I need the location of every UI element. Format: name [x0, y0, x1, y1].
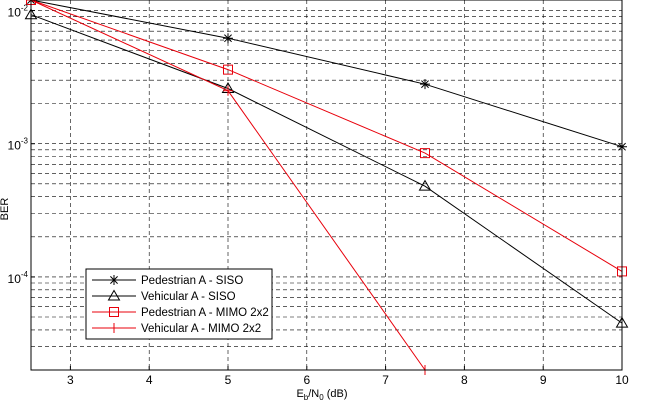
y-axis-label: BER: [0, 198, 11, 221]
square-marker: [109, 307, 119, 317]
x-tick-label: 3: [67, 373, 74, 387]
plot-frame: [30, 0, 623, 371]
x-axis-label: Eb/N0 (dB): [296, 388, 347, 402]
star-marker: [420, 79, 430, 90]
y-tick-label: 10-3: [8, 137, 29, 153]
star-marker: [223, 33, 233, 44]
x-tick-label: 5: [225, 373, 232, 387]
triangle-marker: [107, 289, 121, 301]
plus-marker: [223, 85, 233, 96]
x-tick-label: 10: [615, 373, 629, 387]
series-line: [30, 14, 623, 324]
star-marker: [109, 275, 119, 285]
legend-entry: Vehicular A - MIMO 2x2: [92, 323, 261, 335]
x-tick-label: 7: [382, 373, 389, 387]
square-marker: [223, 64, 233, 75]
x-tick-label: 4: [146, 373, 153, 387]
legend-entry: Pedestrian A - SISO: [92, 275, 243, 287]
series-line: [30, 0, 623, 272]
y-tick-label: 10-2: [8, 4, 29, 20]
legend-label: Vehicular A - SISO: [141, 291, 236, 303]
legend: Pedestrian A - SISO Vehicular A - SISO Ped…: [85, 268, 273, 340]
legend-label: Pedestrian A - MIMO 2x2: [141, 307, 269, 319]
x-tick-label: 6: [303, 373, 310, 387]
legend-label: Vehicular A - MIMO 2x2: [141, 323, 261, 335]
y-tick-label: 10-4: [8, 270, 29, 286]
legend-entry: Vehicular A - SISO: [92, 289, 236, 303]
x-tick-label: 9: [540, 373, 547, 387]
legend-label: Pedestrian A - SISO: [141, 275, 243, 287]
triangle-marker: [418, 179, 432, 191]
legend-box: [85, 268, 273, 340]
series-line: [30, 0, 623, 148]
legend-entry: Pedestrian A - MIMO 2x2: [92, 307, 269, 319]
square-marker: [420, 148, 430, 159]
plus-marker: [109, 323, 119, 333]
x-tick-label: 8: [461, 373, 468, 387]
